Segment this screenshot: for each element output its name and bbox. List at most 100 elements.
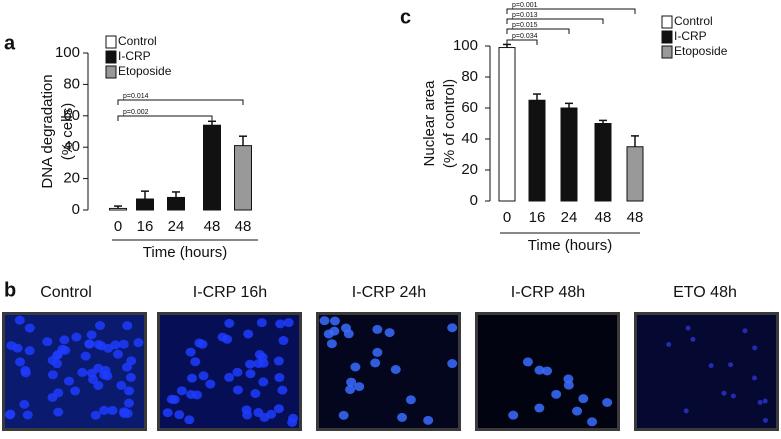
nucleus: [752, 345, 758, 351]
nucleus: [522, 357, 533, 367]
nucleus: [241, 405, 252, 415]
nucleus: [77, 367, 88, 377]
legend-swatch: [661, 15, 673, 29]
y-tick-label: 80: [461, 68, 478, 85]
y-axis-label: (% of control): [441, 79, 458, 168]
nucleus: [63, 376, 74, 386]
nucleus: [224, 372, 235, 382]
nucleus: [721, 390, 727, 396]
nucleus: [86, 330, 97, 340]
p-value: p=0.001: [512, 2, 538, 9]
nucleus: [99, 405, 110, 415]
bar: [560, 107, 578, 202]
x-tick-label: 0: [503, 209, 511, 226]
bar: [234, 145, 252, 211]
p-value: p=0.014: [123, 93, 149, 100]
y-tick-label: 40: [63, 138, 80, 155]
nucleus: [447, 323, 458, 333]
legend-label: Etoposide: [674, 44, 728, 58]
nucleus: [508, 410, 519, 420]
nucleus: [186, 373, 197, 383]
bar: [167, 196, 185, 211]
nucleus: [15, 357, 26, 367]
image-caption: I-CRP 16h: [193, 284, 267, 301]
p-value: p=0.034: [512, 33, 538, 40]
x-axis-label: Time (hours): [143, 244, 227, 261]
y-axis-label: (% cells): [59, 103, 76, 161]
nucleus: [107, 405, 118, 415]
nucleus: [273, 356, 284, 366]
nucleus: [329, 316, 340, 326]
nucleus: [751, 375, 757, 381]
nucleus: [190, 357, 201, 367]
panel-label: a: [4, 32, 16, 54]
nucleus: [245, 369, 256, 379]
nucleus: [123, 398, 134, 408]
nucleus: [340, 323, 351, 333]
x-tick-label: 48: [627, 209, 644, 226]
y-tick-label: 0: [470, 192, 478, 209]
nucleus: [71, 332, 82, 342]
nucleus: [278, 336, 289, 346]
nucleus: [116, 380, 127, 390]
x-tick-label: 16: [529, 209, 546, 226]
nucleus: [112, 349, 123, 359]
nucleus: [250, 389, 261, 399]
nucleus: [224, 318, 235, 328]
nucleus: [103, 343, 114, 353]
nucleus: [277, 385, 288, 395]
legend-label: Control: [118, 34, 157, 48]
nucleus: [95, 321, 106, 331]
image-caption: ETO 48h: [673, 284, 737, 301]
nucleus: [326, 339, 337, 349]
y-tick-label: 80: [63, 75, 80, 92]
nucleus: [42, 337, 53, 347]
image-caption: I-CRP 48h: [511, 284, 585, 301]
nucleus: [256, 318, 267, 328]
nucleus: [563, 380, 574, 390]
nucleus: [93, 380, 104, 390]
nucleus: [329, 326, 340, 336]
nucleus: [666, 342, 672, 348]
significance-bracket: [506, 28, 570, 34]
nucleus: [534, 403, 545, 413]
x-tick-label: 48: [595, 209, 612, 226]
bar: [528, 99, 546, 202]
p-value: p=0.013: [512, 12, 538, 19]
nucleus: [24, 323, 35, 333]
nucleus: [119, 408, 130, 418]
nucleus: [53, 407, 64, 417]
nucleus: [397, 412, 408, 422]
nucleus: [346, 377, 357, 387]
y-tick-label: 60: [63, 107, 80, 124]
bar: [594, 123, 612, 202]
nucleus: [93, 340, 104, 350]
nucleus: [685, 325, 691, 331]
y-tick-label: 0: [72, 201, 80, 218]
nucleus: [232, 385, 243, 395]
nucleus: [24, 346, 35, 356]
nucleus: [372, 324, 383, 334]
micrograph: [637, 315, 776, 428]
legend-swatch: [105, 65, 117, 79]
legend-swatch: [105, 35, 117, 49]
bar: [626, 146, 644, 202]
nucleus: [176, 386, 187, 396]
nucleus: [283, 318, 294, 328]
legend-label: I-CRP: [118, 49, 151, 63]
nucleus: [14, 315, 25, 325]
nucleus: [162, 408, 173, 418]
nucleus: [22, 410, 33, 420]
nucleus: [84, 339, 95, 349]
nucleus: [197, 339, 208, 349]
nucleus: [133, 338, 144, 348]
nucleus: [258, 377, 269, 387]
nucleus: [542, 366, 553, 376]
nucleus: [345, 385, 356, 395]
y-tick-label: 20: [461, 161, 478, 178]
nucleus: [174, 410, 185, 420]
nucleus: [319, 316, 330, 326]
bar: [498, 47, 516, 202]
y-tick-label: 40: [461, 130, 478, 147]
